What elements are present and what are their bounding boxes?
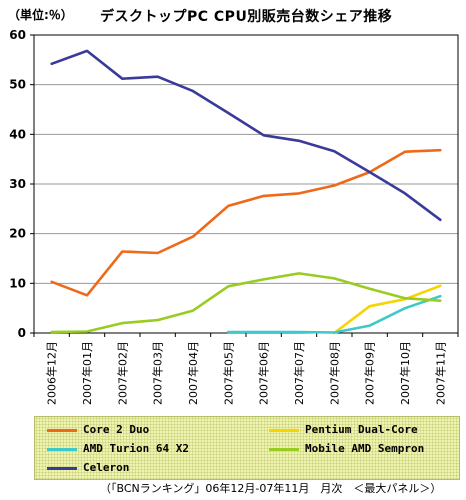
legend: Core 2 Duo Pentium Dual-Core AMD Turion 64… — [34, 416, 460, 480]
legend-item: Core 2 Duo — [47, 423, 149, 437]
legend-item: Mobile AMD Sempron — [269, 442, 424, 456]
chart-title: デスクトップPC CPU別販売台数シェア推移 — [100, 9, 393, 25]
x-tick-label: 2007年11月 — [433, 341, 447, 405]
legend-swatch — [47, 428, 77, 432]
x-tick-label: 2007年03月 — [151, 341, 165, 405]
y-tick-label: 0 — [18, 326, 26, 340]
x-tick-label: 2007年06月 — [257, 341, 271, 405]
y-tick-label: 20 — [9, 227, 26, 241]
y-axis-unit-label: （単位:％） — [8, 8, 73, 22]
legend-swatch — [269, 447, 299, 451]
source-note: （「BCNランキング」06年12月-07年11月 月次 ＜最大パネル＞） — [100, 482, 442, 495]
x-tick-label: 2007年01月 — [80, 341, 94, 405]
legend-label: Mobile AMD Sempron — [305, 442, 425, 455]
y-tick-label: 60 — [9, 28, 26, 42]
x-tick-label: 2007年10月 — [398, 341, 412, 405]
legend-label: Core 2 Duo — [83, 423, 150, 436]
legend-label: Pentium Dual-Core — [305, 423, 418, 436]
series-lines — [50, 49, 442, 335]
series-line — [50, 49, 442, 222]
legend-swatch — [47, 447, 77, 451]
y-tick-label: 30 — [9, 177, 26, 191]
x-tick-label: 2006年12月 — [45, 341, 59, 405]
y-tick-label: 10 — [9, 276, 26, 290]
x-tick-label: 2007年08月 — [327, 341, 341, 405]
series-line — [227, 294, 442, 334]
y-tick-label: 50 — [9, 78, 26, 92]
x-tick-label: 2007年02月 — [115, 341, 129, 405]
series-line — [50, 148, 442, 297]
x-tick-label: 2007年04月 — [186, 341, 200, 405]
legend-item: Celeron — [47, 461, 129, 475]
y-axis: 0 10 20 30 40 50 60 — [9, 28, 34, 340]
series-line — [50, 272, 442, 334]
y-tick-label: 40 — [9, 127, 26, 141]
x-tick-label: 2007年09月 — [363, 341, 377, 405]
legend-item: AMD Turion 64 X2 — [47, 442, 189, 456]
legend-swatch — [269, 428, 299, 432]
grid-lines — [34, 84, 458, 284]
legend-label: Celeron — [83, 461, 130, 474]
x-tick-label: 2007年07月 — [292, 341, 306, 405]
x-tick-label: 2007年05月 — [221, 341, 235, 405]
legend-swatch — [47, 466, 77, 470]
legend-label: AMD Turion 64 X2 — [83, 442, 189, 455]
x-axis: 2006年12月 2007年01月 2007年02月 2007年03月 2007年04月… — [33, 333, 459, 405]
series-line — [333, 284, 442, 335]
legend-item: Pentium Dual-Core — [269, 423, 418, 437]
